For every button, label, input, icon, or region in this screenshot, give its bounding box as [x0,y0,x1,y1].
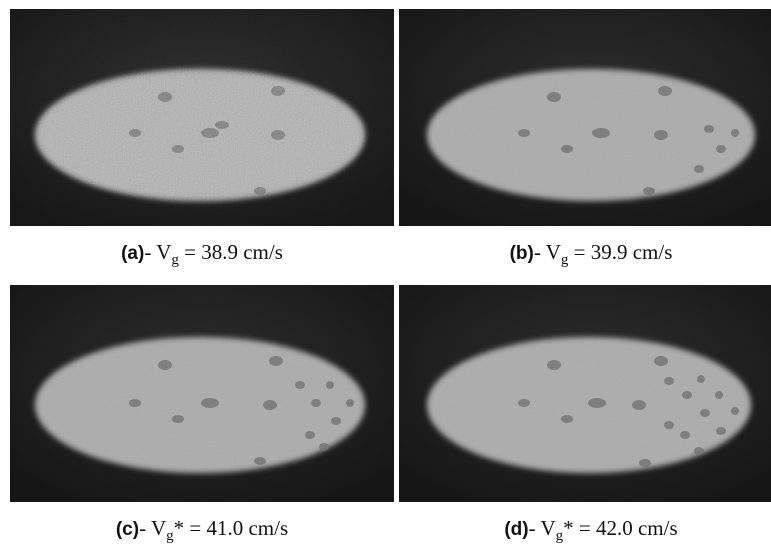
photo-b-image [399,9,771,226]
caption-b-var: V [545,240,561,264]
caption-c-tag: (c) [115,519,140,540]
caption-a: (a)- Vg = 38.9 cm/s [10,240,394,269]
caption-c-dash: - [139,516,151,540]
caption-b-value: = 39.9 cm/s [568,240,673,264]
caption-b-tag: (b) [509,243,534,264]
caption-a-tag: (a) [121,243,145,264]
photo-panel-d [399,285,771,502]
caption-c-var: V [150,516,167,540]
caption-c: (c)- Vg* = 41.0 cm/s [10,516,394,545]
photo-d-image [399,285,771,502]
caption-a-dash: - [144,240,157,264]
caption-d-dash: - [528,516,541,540]
caption-d: (d)- Vg* = 42.0 cm/s [399,516,771,545]
photo-panel-a [10,9,394,226]
caption-c-value: = 41.0 cm/s [184,516,289,540]
photo-c-image [10,285,394,502]
caption-d-value: = 42.0 cm/s [573,516,678,540]
photo-panel-c [10,285,394,502]
caption-c-sub: g [166,528,174,544]
photo-panel-b [399,9,771,226]
photo-a-image [10,9,394,226]
caption-b-dash: - [533,240,546,264]
caption-d-sub: g [555,528,564,544]
caption-d-tag: (d) [504,519,529,540]
caption-a-var: V [156,240,172,264]
caption-c-star: * [173,516,185,540]
caption-b: (b)- Vg = 39.9 cm/s [399,240,771,269]
caption-b-sub: g [560,252,569,268]
caption-d-star: * [563,516,574,540]
caption-a-value: = 38.9 cm/s [178,240,283,264]
caption-a-sub: g [171,252,179,268]
caption-d-var: V [540,516,556,540]
